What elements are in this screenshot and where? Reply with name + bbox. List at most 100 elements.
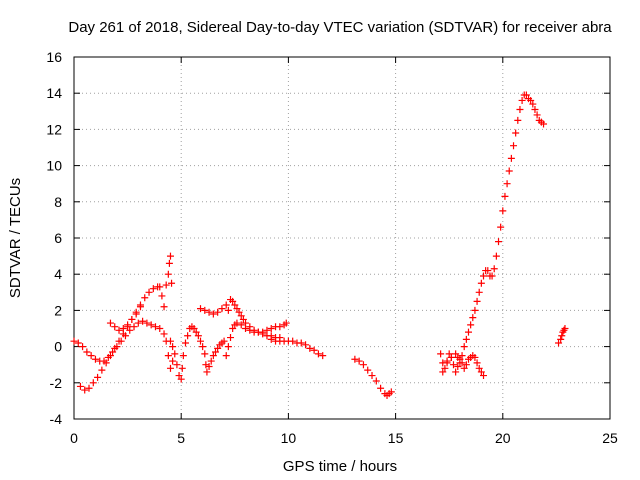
data-point <box>242 325 250 332</box>
data-point <box>235 308 243 316</box>
data-point <box>190 325 198 332</box>
series-track-d <box>166 323 228 383</box>
data-point <box>319 352 327 360</box>
data-point <box>229 297 237 305</box>
data-point <box>128 315 136 323</box>
data-point <box>94 373 102 381</box>
data-point <box>192 328 200 336</box>
x-tick-label: 25 <box>602 430 618 446</box>
data-point <box>166 337 174 345</box>
data-point <box>168 279 176 287</box>
y-tick-label: -2 <box>50 375 63 391</box>
data-point <box>364 366 372 374</box>
x-tick-label: 20 <box>495 430 511 446</box>
data-point <box>119 325 127 332</box>
data-point <box>160 330 168 338</box>
data-point <box>237 312 245 320</box>
data-point <box>469 314 477 322</box>
data-point <box>477 368 485 376</box>
data-point <box>355 357 363 365</box>
y-tick-label: 10 <box>46 158 62 174</box>
data-point <box>259 328 267 336</box>
data-point <box>282 319 290 327</box>
data-point <box>437 350 445 358</box>
data-point <box>212 348 220 356</box>
series-track-a <box>70 317 177 372</box>
data-point <box>263 326 271 334</box>
data-point <box>171 350 179 358</box>
data-point <box>111 323 119 331</box>
data-point <box>134 319 142 327</box>
data-point <box>495 238 503 246</box>
data-point <box>124 321 132 329</box>
data-point <box>484 267 492 275</box>
x-tick-label: 10 <box>281 430 297 446</box>
data-point <box>160 303 168 311</box>
data-point <box>202 361 210 369</box>
data-point <box>199 343 207 351</box>
data-point <box>471 306 479 314</box>
data-point <box>302 341 310 349</box>
data-point <box>143 319 151 327</box>
x-axis-label: GPS time / hours <box>283 458 397 475</box>
data-points <box>70 91 569 399</box>
data-point <box>460 343 468 351</box>
y-tick-label: 14 <box>46 85 62 101</box>
data-point <box>184 332 192 340</box>
data-point <box>115 326 123 334</box>
data-point <box>514 116 522 124</box>
data-point <box>518 96 526 104</box>
y-tick-label: 12 <box>46 121 62 137</box>
series-track-e <box>196 301 230 318</box>
data-point <box>276 323 284 331</box>
data-point <box>310 346 318 354</box>
data-point <box>512 129 520 137</box>
data-point <box>557 335 565 343</box>
data-point <box>130 323 138 331</box>
data-point <box>201 306 209 314</box>
data-point <box>233 319 241 327</box>
axis-ticks <box>73 56 611 420</box>
data-point <box>372 377 380 385</box>
data-point <box>231 301 239 309</box>
data-point <box>439 368 447 376</box>
y-axis-label: SDTVAR / TECUs <box>7 178 24 298</box>
data-point <box>222 301 230 309</box>
data-point <box>454 363 462 371</box>
data-point <box>480 372 488 380</box>
data-point <box>460 364 468 372</box>
data-point <box>139 317 147 325</box>
data-point <box>214 344 222 352</box>
data-point <box>169 343 177 351</box>
data-point <box>471 353 479 361</box>
data-point <box>306 344 314 352</box>
data-point <box>136 303 144 311</box>
data-point <box>201 350 209 358</box>
data-point <box>441 364 449 372</box>
data-point <box>85 384 93 392</box>
data-point <box>220 337 228 345</box>
data-point <box>164 270 172 278</box>
data-point <box>359 361 367 369</box>
data-point <box>162 281 170 289</box>
data-point <box>473 297 481 305</box>
data-point <box>209 352 217 360</box>
data-point <box>145 288 153 296</box>
data-point <box>166 252 174 260</box>
data-point <box>462 335 470 343</box>
y-tick-label: 16 <box>46 49 62 65</box>
data-point <box>175 372 183 380</box>
data-point <box>169 357 177 365</box>
data-point <box>443 359 451 367</box>
series-track-g <box>222 319 290 360</box>
data-point <box>527 96 535 104</box>
data-point <box>196 337 204 345</box>
data-point <box>458 352 466 360</box>
data-point <box>166 364 174 372</box>
data-point <box>456 359 464 367</box>
grid-lines <box>74 57 610 419</box>
data-point <box>529 100 537 108</box>
y-tick-label: 2 <box>54 302 62 318</box>
data-point <box>488 272 496 280</box>
data-point <box>164 352 172 360</box>
